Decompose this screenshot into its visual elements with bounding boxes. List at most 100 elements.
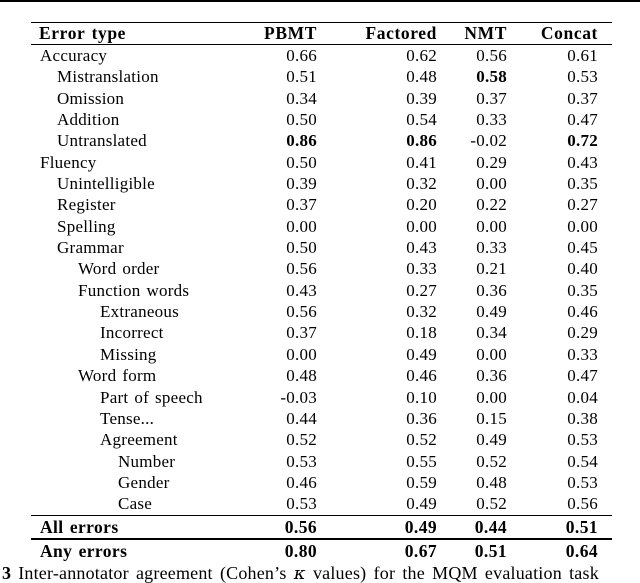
cell-value: 0.55 [406,451,437,471]
cell-value: 0.18 [406,323,437,343]
cell-value: 0.44 [286,408,317,428]
cell-value: 0.49 [406,494,437,514]
cell-value: 0.27 [406,280,437,300]
table-row-case: Case 0.53 0.49 0.52 0.56 [31,493,612,515]
table-body: Accuracy 0.66 0.62 0.56 0.61 Mistranslation 0.… [31,45,612,516]
cell-value: 0.34 [286,88,317,108]
cell-value: 0.86 [406,131,437,151]
row-label: Incorrect [100,323,164,343]
table-row-register: Register 0.37 0.20 0.22 0.27 [31,194,612,215]
caption-text-after: values) for the MQM evaluation task [305,563,599,583]
cell-value: 0.20 [406,195,437,215]
table-row-extraneous: Extraneous 0.56 0.32 0.49 0.46 [31,301,612,322]
cell-value: 0.64 [565,540,598,561]
table-row-word-order: Word order 0.56 0.33 0.21 0.40 [31,258,612,279]
row-label: Tense... [100,408,155,428]
row-label: All errors [40,516,119,537]
cell-value: 0.46 [286,472,317,492]
table-row-addition: Addition 0.50 0.54 0.33 0.47 [31,109,612,130]
column-header-factored: Factored [365,23,437,43]
cell-value: 0.52 [286,430,317,450]
row-label: Word order [78,259,160,279]
cell-value: -0.03 [280,387,317,407]
row-label: Spelling [57,216,116,236]
table-row-missing: Missing 0.00 0.49 0.00 0.33 [31,344,612,365]
cell-value: 0.49 [476,302,507,322]
column-header-nmt: NMT [464,23,507,43]
table-row-fluency: Fluency 0.50 0.41 0.29 0.43 [31,152,612,173]
summary-row-any-errors: Any errors 0.80 0.67 0.51 0.64 [31,539,612,562]
cell-value: 0.53 [567,67,598,87]
row-label: Register [57,195,116,215]
cell-value: 0.62 [406,46,437,65]
row-label: Gender [118,472,170,492]
row-label: Part of speech [100,387,203,407]
cell-value: 0.32 [406,174,437,194]
cell-value: 0.33 [406,259,437,279]
column-header-pbmt: PBMT [264,23,317,43]
caption-text-before: Inter-annotator agreement (Cohen’s [18,563,294,583]
cell-value: 0.49 [404,516,437,537]
table-row-number: Number 0.53 0.55 0.52 0.54 [31,451,612,472]
cell-value: 0.50 [286,110,317,130]
caption-text: Inter-annotator agreement (Cohen’s κ val… [18,563,599,583]
cell-value: 0.61 [567,46,598,65]
row-label: Untranslated [57,131,147,151]
table-row-part-of-speech: Part of speech -0.03 0.10 0.00 0.04 [31,387,612,408]
cell-value: 0.36 [406,408,437,428]
row-label: Extraneous [100,302,179,322]
cell-value: 0.45 [567,238,598,258]
cell-value: 0.53 [286,451,317,471]
row-label: Function words [78,280,190,300]
row-label: Fluency [40,152,97,172]
row-label: Agreement [100,430,178,450]
table-row-untranslated: Untranslated 0.86 0.86 -0.02 0.72 [31,130,612,151]
row-label: Any errors [40,540,128,561]
caption-number: 3 [2,563,12,583]
cell-value: 0.48 [286,366,317,386]
cell-value: 0.04 [567,387,598,407]
cell-value: 0.59 [406,472,437,492]
table-row-word-form: Word form 0.48 0.46 0.36 0.47 [31,365,612,386]
cell-value: 0.52 [476,451,507,471]
cell-value: 0.41 [406,152,437,172]
row-label: Addition [57,110,120,130]
cell-value: 0.80 [284,540,317,561]
cell-value: 0.21 [476,259,507,279]
cell-value: 0.29 [476,152,507,172]
cell-value: 0.66 [286,46,317,65]
cell-value: 0.33 [476,238,507,258]
table-row-accuracy: Accuracy 0.66 0.62 0.56 0.61 [31,45,612,67]
cell-value: 0.37 [286,195,317,215]
cell-value: 0.51 [474,540,507,561]
table-row-grammar: Grammar 0.50 0.43 0.33 0.45 [31,237,612,258]
cell-value: 0.37 [476,88,507,108]
cell-value: 0.33 [476,110,507,130]
cell-value: 0.50 [286,152,317,172]
table-row-function-words: Function words 0.43 0.27 0.36 0.35 [31,280,612,301]
table-header: Error type PBMT Factored NMT Concat [31,22,612,45]
cell-value: 0.00 [567,216,598,236]
cell-value: 0.86 [286,131,317,151]
cell-value: -0.02 [470,131,507,151]
cell-value: 0.10 [406,387,437,407]
table-row-unintelligible: Unintelligible 0.39 0.32 0.00 0.35 [31,173,612,194]
cell-value: 0.58 [476,67,507,87]
cell-value: 0.53 [567,472,598,492]
cell-value: 0.43 [286,280,317,300]
table-caption: 3 Inter-annotator agreement (Cohen’s κ va… [2,563,599,583]
cell-value: 0.52 [406,430,437,450]
cell-value: 0.56 [286,302,317,322]
cell-value: 0.35 [567,280,598,300]
top-border-line [0,0,640,2]
cell-value: 0.37 [286,323,317,343]
table-row-tense: Tense... 0.44 0.36 0.15 0.38 [31,408,612,429]
cell-value: 0.56 [284,516,317,537]
cell-value: 0.36 [476,366,507,386]
cell-value: 0.33 [567,344,598,364]
cell-value: 0.00 [476,344,507,364]
cell-value: 0.00 [406,216,437,236]
cell-value: 0.46 [406,366,437,386]
cell-value: 0.34 [476,323,507,343]
